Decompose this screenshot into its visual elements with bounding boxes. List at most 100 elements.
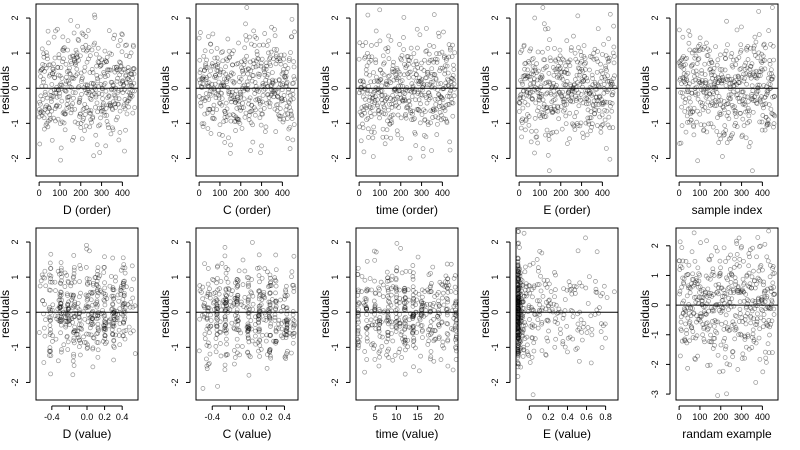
residual-point xyxy=(570,308,575,314)
residual-point xyxy=(80,118,86,123)
residual-point xyxy=(213,62,219,68)
residual-point xyxy=(599,101,604,107)
residual-point xyxy=(735,87,740,93)
residual-point xyxy=(279,98,284,104)
residual-point xyxy=(608,103,613,109)
residual-point xyxy=(261,88,266,93)
residual-point xyxy=(601,41,606,47)
residual-point xyxy=(236,117,242,123)
residual-point xyxy=(110,125,115,131)
residual-point xyxy=(709,102,715,107)
residual-point xyxy=(284,79,290,85)
residual-point xyxy=(91,42,97,48)
residual-point xyxy=(568,98,574,104)
residual-point xyxy=(43,122,49,128)
residual-point xyxy=(754,321,760,327)
residual-point xyxy=(720,76,726,82)
residual-point xyxy=(543,132,548,138)
residual-point xyxy=(215,306,220,312)
residual-point xyxy=(119,31,125,37)
residual-point xyxy=(86,276,92,282)
residual-point xyxy=(721,99,727,104)
residual-point xyxy=(49,82,55,87)
residual-point xyxy=(421,313,427,319)
residual-point xyxy=(531,87,537,92)
residual-point xyxy=(67,71,73,76)
residual-point xyxy=(564,67,569,73)
residual-point xyxy=(245,82,251,88)
residual-point xyxy=(724,140,730,146)
residual-point xyxy=(734,241,740,246)
residual-point xyxy=(577,309,583,315)
residual-point xyxy=(760,324,766,330)
residual-point xyxy=(772,270,777,276)
residual-point xyxy=(87,280,92,285)
residual-point xyxy=(553,58,559,64)
residual-point xyxy=(447,139,453,145)
residual-point xyxy=(75,335,81,341)
residual-point xyxy=(216,291,222,297)
residual-point xyxy=(355,329,361,335)
residual-point xyxy=(100,308,105,313)
residual-point xyxy=(76,84,82,89)
residual-point xyxy=(230,288,235,294)
residual-point xyxy=(210,115,216,121)
residual-point xyxy=(211,291,217,296)
residual-point xyxy=(575,65,581,71)
residual-point xyxy=(103,320,108,325)
residual-point xyxy=(564,70,570,76)
residual-point xyxy=(708,121,714,127)
residual-point xyxy=(707,79,713,85)
y-tick-label: 1 xyxy=(490,275,500,280)
residual-point xyxy=(116,67,122,73)
residual-point xyxy=(439,112,444,118)
residual-point xyxy=(257,303,263,309)
residual-point xyxy=(578,97,583,103)
residual-point xyxy=(715,291,721,297)
residual-point xyxy=(51,115,57,121)
residual-point xyxy=(424,82,430,87)
residual-point xyxy=(537,312,542,318)
residual-point xyxy=(543,106,549,112)
residual-point xyxy=(76,58,81,63)
residual-point xyxy=(515,298,521,304)
residual-point xyxy=(408,110,414,115)
residual-point xyxy=(375,85,381,91)
residual-point xyxy=(43,317,48,323)
residual-point xyxy=(419,60,424,66)
residual-point xyxy=(253,322,258,327)
residual-point xyxy=(43,83,49,89)
residual-point xyxy=(703,78,708,83)
residual-point xyxy=(223,328,228,334)
residual-point xyxy=(245,299,251,305)
residual-point xyxy=(82,102,88,107)
residual-point xyxy=(118,292,123,297)
residual-point xyxy=(217,100,222,106)
residual-point xyxy=(712,98,718,103)
residual-point xyxy=(276,317,282,323)
residual-point xyxy=(205,362,211,367)
residual-point xyxy=(355,325,361,330)
residual-point xyxy=(364,357,370,362)
residual-point xyxy=(74,52,79,58)
residual-point xyxy=(576,103,582,109)
residual-point xyxy=(742,66,748,72)
residual-point xyxy=(100,339,106,344)
residual-point xyxy=(712,336,718,341)
residual-point xyxy=(762,95,768,100)
residual-point xyxy=(121,309,127,315)
residual-point xyxy=(520,330,525,335)
residual-point xyxy=(68,292,74,298)
residual-point xyxy=(571,122,577,128)
residual-point xyxy=(769,318,775,324)
residual-point xyxy=(246,275,252,281)
residual-point xyxy=(704,238,709,244)
residual-point xyxy=(704,129,710,135)
residual-point xyxy=(401,95,407,100)
residual-point xyxy=(215,287,220,293)
residual-point xyxy=(595,49,600,54)
x-tick-label: 0.4 xyxy=(561,412,574,422)
residual-point xyxy=(235,300,240,306)
residual-point xyxy=(760,53,766,59)
plot-frame xyxy=(355,3,459,177)
